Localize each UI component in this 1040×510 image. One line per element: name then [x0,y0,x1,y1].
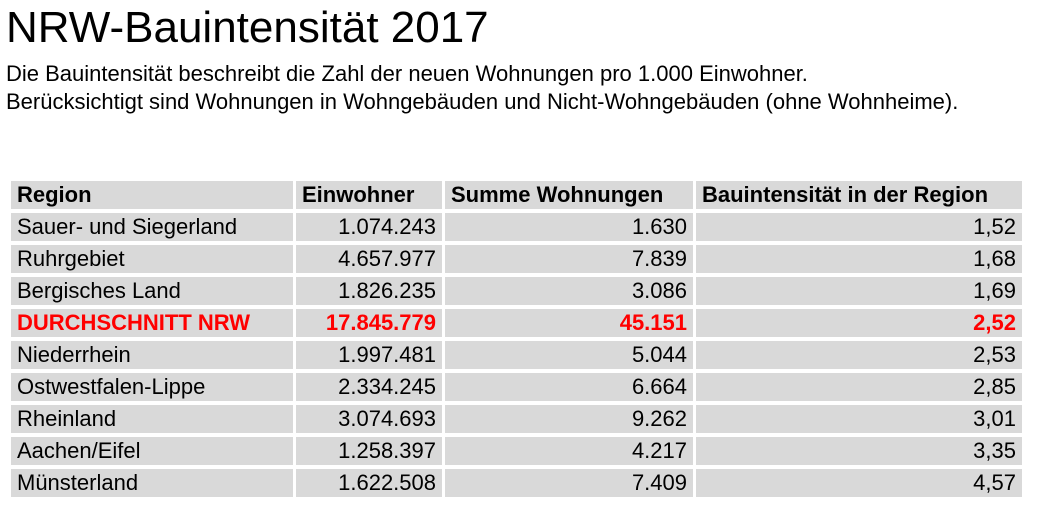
data-table: Region Einwohner Summe Wohnungen Bauinte… [8,177,1025,501]
cell-summe-wohnungen: 4.217 [445,437,693,465]
cell-einwohner: 1.997.481 [296,341,442,369]
cell-summe-wohnungen: 6.664 [445,373,693,401]
description: Die Bauintensität beschreibt die Zahl de… [6,60,1026,116]
cell-summe-wohnungen: 5.044 [445,341,693,369]
cell-summe-wohnungen: 45.151 [445,309,693,337]
cell-summe-wohnungen: 3.086 [445,277,693,305]
header-summe-wohnungen: Summe Wohnungen [445,181,693,209]
cell-bauintensitaet: 3,01 [696,405,1022,433]
cell-region: DURCHSCHNITT NRW [11,309,293,337]
cell-bauintensitaet: 1,52 [696,213,1022,241]
page-title: NRW-Bauintensität 2017 [6,3,489,52]
table-row: Ruhrgebiet 4.657.977 7.839 1,68 [11,245,1022,273]
cell-bauintensitaet: 2,85 [696,373,1022,401]
cell-region: Ruhrgebiet [11,245,293,273]
cell-region: Ostwestfalen-Lippe [11,373,293,401]
cell-region: Rheinland [11,405,293,433]
table-row-average: DURCHSCHNITT NRW 17.845.779 45.151 2,52 [11,309,1022,337]
cell-einwohner: 1.258.397 [296,437,442,465]
cell-region: Sauer- und Siegerland [11,213,293,241]
cell-bauintensitaet: 4,57 [696,469,1022,497]
cell-bauintensitaet: 2,52 [696,309,1022,337]
cell-einwohner: 17.845.779 [296,309,442,337]
cell-bauintensitaet: 2,53 [696,341,1022,369]
cell-summe-wohnungen: 7.839 [445,245,693,273]
cell-summe-wohnungen: 1.630 [445,213,693,241]
table-row: Münsterland 1.622.508 7.409 4,57 [11,469,1022,497]
table-row: Niederrhein 1.997.481 5.044 2,53 [11,341,1022,369]
cell-region: Bergisches Land [11,277,293,305]
header-bauintensitaet: Bauintensität in der Region [696,181,1022,209]
table-row: Aachen/Eifel 1.258.397 4.217 3,35 [11,437,1022,465]
description-line-2: Berücksichtigt sind Wohnungen in Wohngeb… [6,89,959,114]
header-region: Region [11,181,293,209]
table-row: Bergisches Land 1.826.235 3.086 1,69 [11,277,1022,305]
cell-einwohner: 2.334.245 [296,373,442,401]
table-row: Ostwestfalen-Lippe 2.334.245 6.664 2,85 [11,373,1022,401]
cell-region: Münsterland [11,469,293,497]
cell-einwohner: 3.074.693 [296,405,442,433]
header-einwohner: Einwohner [296,181,442,209]
cell-bauintensitaet: 1,68 [696,245,1022,273]
cell-region: Niederrhein [11,341,293,369]
cell-summe-wohnungen: 9.262 [445,405,693,433]
table-row: Sauer- und Siegerland 1.074.243 1.630 1,… [11,213,1022,241]
cell-einwohner: 4.657.977 [296,245,442,273]
cell-einwohner: 1.074.243 [296,213,442,241]
cell-bauintensitaet: 3,35 [696,437,1022,465]
cell-summe-wohnungen: 7.409 [445,469,693,497]
cell-einwohner: 1.622.508 [296,469,442,497]
table-header-row: Region Einwohner Summe Wohnungen Bauinte… [11,181,1022,209]
table-row: Rheinland 3.074.693 9.262 3,01 [11,405,1022,433]
cell-bauintensitaet: 1,69 [696,277,1022,305]
cell-einwohner: 1.826.235 [296,277,442,305]
cell-region: Aachen/Eifel [11,437,293,465]
description-line-1: Die Bauintensität beschreibt die Zahl de… [6,61,808,86]
